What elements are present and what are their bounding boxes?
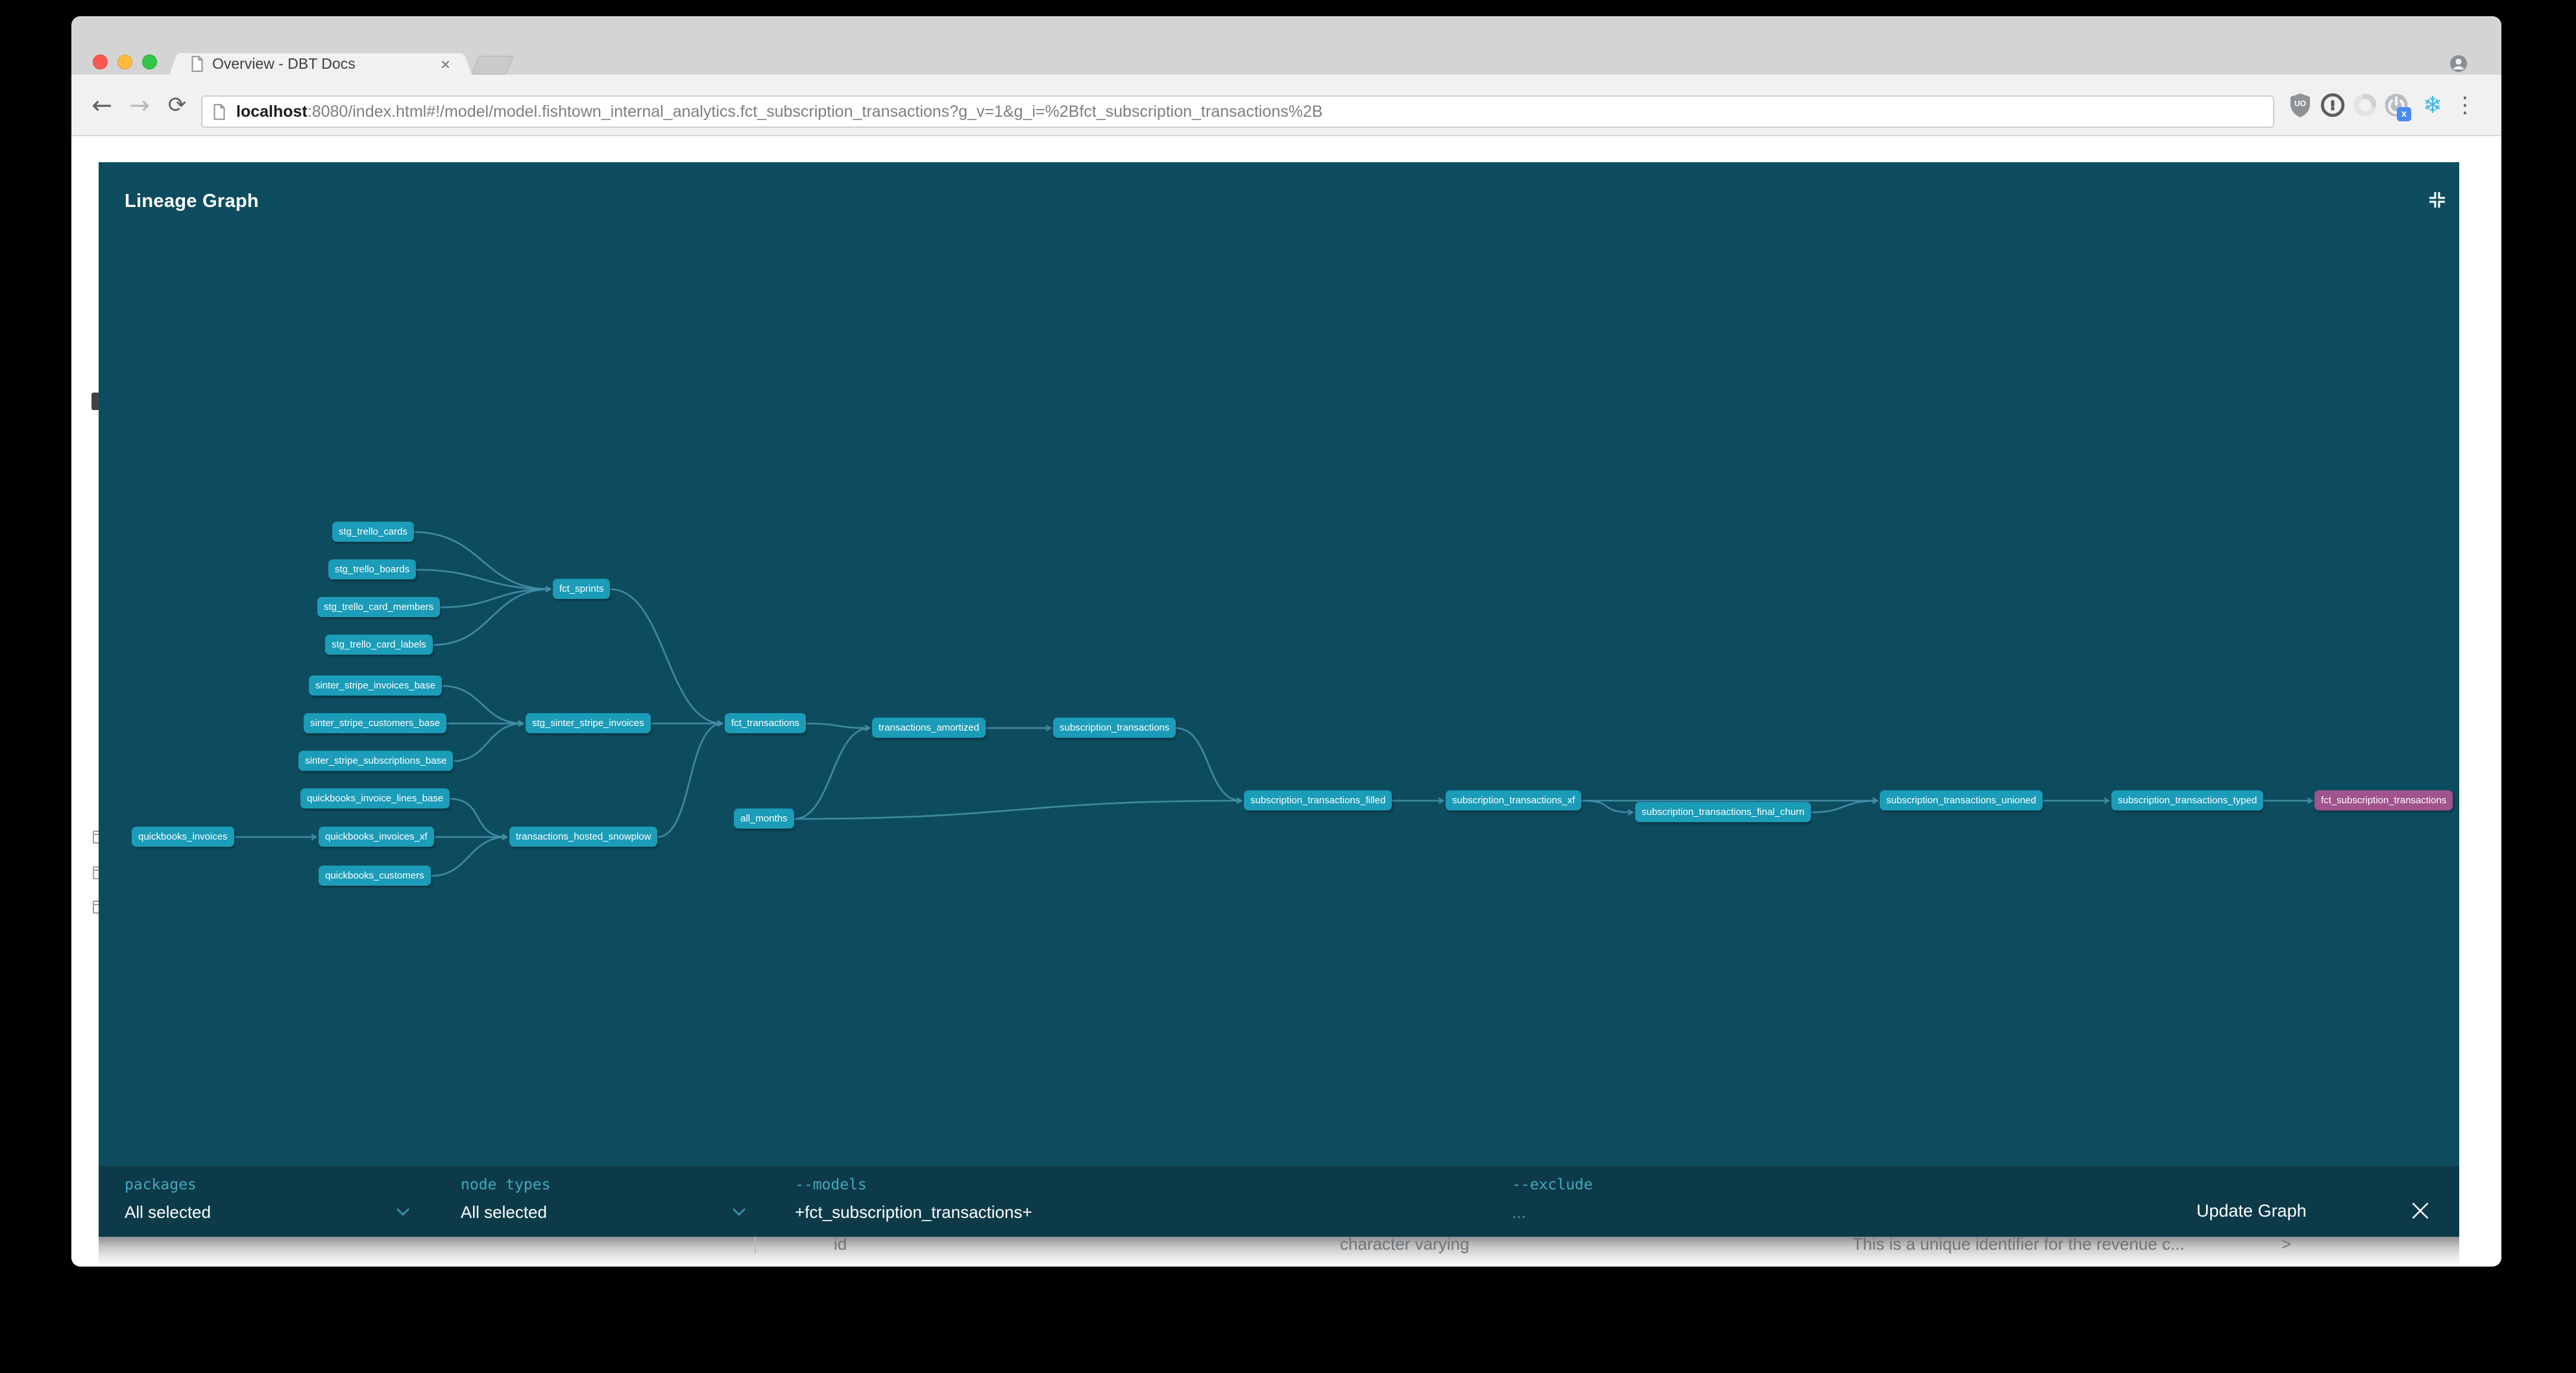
browser-tab[interactable]: Overview - DBT Docs ×	[182, 53, 459, 75]
collapse-icon	[2429, 192, 2445, 208]
update-graph-button[interactable]: Update Graph	[2196, 1201, 2307, 1221]
url-text: localhost:8080/index.html#!/model/model.…	[236, 103, 1323, 121]
graph-node-sinter_stripe_invoices_base[interactable]: sinter_stripe_invoices_base	[309, 675, 443, 696]
row-expander-icon: >	[2281, 1237, 2292, 1254]
svg-text:UO: UO	[2294, 99, 2306, 108]
extension-ring-icon[interactable]	[2349, 89, 2381, 121]
graph-node-stg_sinter_stripe_invoices[interactable]: stg_sinter_stripe_invoices	[526, 713, 651, 733]
table-border	[755, 1237, 756, 1254]
graph-node-all_months[interactable]: all_months	[734, 808, 794, 829]
docs-page-background: Lineage Graph	[71, 138, 2501, 1267]
refresh-button[interactable]: ⟳	[167, 92, 187, 118]
background-table-strip: id character varying This is a unique id…	[99, 1237, 2459, 1267]
browser-window: Overview - DBT Docs × ← → ⟳	[71, 16, 2501, 1267]
exclude-input[interactable]: ...	[1512, 1202, 1526, 1222]
window-minimize-button[interactable]	[117, 55, 132, 69]
graph-node-quickbooks_invoice_lines_base[interactable]: quickbooks_invoice_lines_base	[300, 788, 450, 808]
lineage-graph-canvas[interactable]: stg_trello_cards stg_trello_boards stg_tre…	[99, 162, 2459, 1166]
graph-node-subscription_transactions_filled[interactable]: subscription_transactions_filled	[1244, 790, 1392, 810]
graph-node-fct_sprints[interactable]: fct_sprints	[553, 579, 611, 599]
back-button[interactable]: ←	[91, 91, 112, 119]
ublock-extension-icon[interactable]: UO	[2284, 89, 2316, 121]
graph-node-subscription_transactions_unioned[interactable]: subscription_transactions_unioned	[1880, 790, 2043, 810]
graph-node-sinter_stripe_subscriptions_base[interactable]: sinter_stripe_subscriptions_base	[298, 751, 454, 771]
page-document-icon	[213, 103, 226, 120]
models-input[interactable]: +fct_subscription_transactions+	[795, 1202, 1032, 1222]
window-zoom-button[interactable]	[142, 55, 157, 69]
onepassword-extension-icon[interactable]	[2316, 89, 2349, 121]
browser-menu-icon[interactable]: ⋮	[2454, 92, 2476, 118]
lineage-edges	[234, 531, 2314, 877]
chevron-down-icon	[732, 1208, 746, 1217]
column-name-cell: id	[834, 1237, 847, 1254]
chevron-down-icon	[396, 1208, 410, 1217]
profile-avatar-icon[interactable]	[2449, 55, 2468, 73]
models-label: --models	[795, 1176, 867, 1193]
window-close-button[interactable]	[93, 55, 108, 69]
graph-filter-bar: packages All selected node types All sel…	[99, 1166, 2459, 1237]
graph-node-fct_subscription_transactions[interactable]: fct_subscription_transactions	[2315, 790, 2453, 810]
tab-close-icon[interactable]: ×	[440, 54, 450, 74]
graph-node-quickbooks_customers[interactable]: quickbooks_customers	[319, 866, 431, 886]
graph-node-subscription_transactions_typed[interactable]: subscription_transactions_typed	[2111, 790, 2264, 810]
graph-node-sinter_stripe_customers_base[interactable]: sinter_stripe_customers_base	[304, 713, 447, 733]
graph-node-subscription_transactions_final_churn[interactable]: subscription_transactions_final_churn	[1635, 802, 1811, 822]
address-bar[interactable]: localhost:8080/index.html#!/model/model.…	[201, 95, 2274, 128]
graph-node-quickbooks_invoices_xf[interactable]: quickbooks_invoices_xf	[319, 827, 434, 847]
column-type-cell: character varying	[1340, 1237, 1470, 1254]
column-description-cell: This is a unique identifier for the reve…	[1853, 1237, 2185, 1254]
power-extension-icon[interactable]: x	[2380, 89, 2412, 121]
packages-label: packages	[125, 1176, 197, 1193]
graph-node-subscription_transactions_xf[interactable]: subscription_transactions_xf	[1446, 790, 1582, 810]
forward-button[interactable]: →	[129, 91, 150, 119]
exclude-label: --exclude	[1512, 1176, 1593, 1193]
packages-select[interactable]: All selected	[125, 1202, 410, 1222]
graph-node-stg_trello_card_labels[interactable]: stg_trello_card_labels	[325, 635, 433, 655]
graph-node-stg_trello_boards[interactable]: stg_trello_boards	[328, 559, 417, 579]
graph-node-transactions_amortized[interactable]: transactions_amortized	[872, 718, 986, 738]
new-tab-button[interactable]	[471, 56, 514, 75]
tab-title: Overview - DBT Docs	[212, 55, 356, 72]
lineage-graph-panel: Lineage Graph	[99, 162, 2459, 1237]
tab-strip: Overview - DBT Docs ×	[71, 16, 2501, 75]
graph-node-stg_trello_cards[interactable]: stg_trello_cards	[332, 522, 414, 542]
collapse-graph-button[interactable]	[2425, 188, 2449, 212]
extension-x-badge: x	[2397, 107, 2411, 121]
graph-node-fct_transactions[interactable]: fct_transactions	[725, 713, 807, 733]
snowflake-extension-icon[interactable]: ❄	[2422, 91, 2443, 119]
favicon-document-icon	[191, 56, 204, 72]
node-types-label: node types	[461, 1176, 551, 1193]
graph-node-quickbooks_invoices[interactable]: quickbooks_invoices	[132, 827, 234, 847]
close-graph-button[interactable]: ×	[2407, 1192, 2434, 1228]
graph-node-transactions_hosted_snowplow[interactable]: transactions_hosted_snowplow	[509, 827, 658, 847]
node-types-select[interactable]: All selected	[461, 1202, 746, 1222]
browser-toolbar: ← → ⟳ localhost:8080/index.html#!/model/…	[71, 75, 2501, 136]
graph-node-subscription_transactions[interactable]: subscription_transactions	[1053, 718, 1176, 738]
url-path: :8080/index.html#!/model/model.fishtown_…	[307, 102, 1323, 121]
graph-node-stg_trello_card_members[interactable]: stg_trello_card_members	[317, 597, 441, 617]
panel-title: Lineage Graph	[125, 191, 259, 212]
url-host: localhost	[236, 102, 308, 121]
